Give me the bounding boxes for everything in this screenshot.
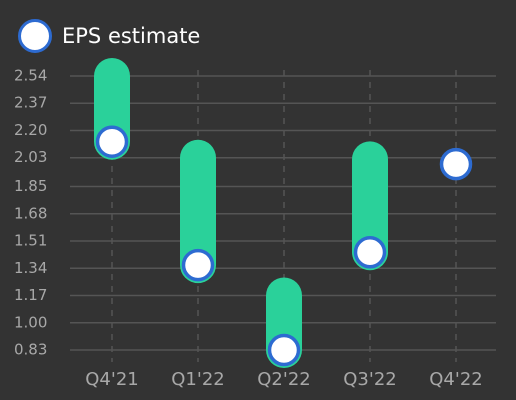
eps-estimate-point <box>439 147 473 181</box>
x-tick-label: Q4'22 <box>429 369 482 390</box>
y-tick-label: 2.54 <box>14 67 47 85</box>
x-tick-label: Q4'21 <box>85 369 138 390</box>
y-tick-label: 1.17 <box>14 286 47 304</box>
y-tick-label: 2.03 <box>14 148 47 166</box>
x-tick-label: Q2'22 <box>257 369 310 390</box>
range-bar <box>352 141 388 271</box>
y-tick-label: 1.68 <box>14 204 47 222</box>
y-tick-label: 1.51 <box>14 232 47 250</box>
y-tick-label: 1.34 <box>14 259 47 277</box>
y-tick-label: 1.00 <box>14 313 47 331</box>
eps-estimate-point <box>353 236 387 269</box>
y-tick-label: 2.37 <box>14 94 47 112</box>
legend-label: EPS estimate <box>62 24 201 48</box>
eps-estimate-point <box>95 125 129 158</box>
x-tick-label: Q3'22 <box>343 369 396 390</box>
eps-estimate-point <box>181 248 215 282</box>
range-bar <box>180 139 216 284</box>
y-tick-label: 0.83 <box>14 341 47 359</box>
y-tick-label: 1.85 <box>14 177 47 195</box>
legend-marker-icon <box>18 19 52 53</box>
x-tick-label: Q1'22 <box>171 369 224 390</box>
eps-estimate-point <box>267 333 301 367</box>
legend: EPS estimate <box>18 19 200 53</box>
y-tick-label: 2.20 <box>14 121 47 139</box>
